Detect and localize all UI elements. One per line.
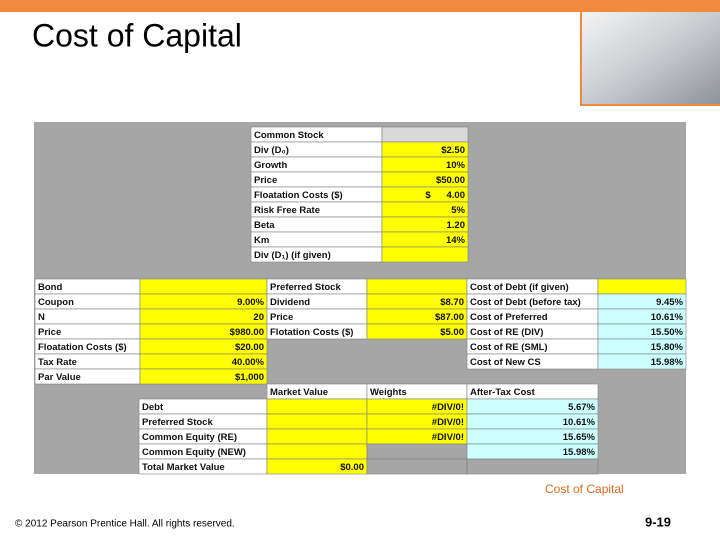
cell-text: Cost of New CS [470, 357, 541, 368]
cell-text: Common Equity (NEW) [142, 447, 246, 458]
cell-text: Risk Free Rate [254, 205, 320, 216]
cell-text: $5.00 [440, 327, 464, 338]
cell-text: Price [254, 175, 277, 186]
cell-text: Cost of RE (DIV) [470, 327, 543, 338]
cell-text: 9.00% [237, 297, 264, 308]
cell-text: Growth [254, 160, 287, 171]
cell-box [366, 278, 468, 295]
cell-text: #DIV/0! [432, 402, 464, 413]
cell-text: Total Market Value [142, 462, 225, 473]
cell-text: #DIV/0! [432, 417, 464, 428]
cell-text: $87.00 [435, 312, 464, 323]
cell-text: 1.20 [447, 220, 466, 231]
cell-box [381, 126, 469, 143]
cell-text: Par Value [38, 372, 81, 383]
cell-box [266, 428, 368, 445]
cell-text: $50.00 [436, 175, 465, 186]
cell-text: Km [254, 235, 269, 246]
cell-text: 15.65% [563, 432, 596, 443]
cell-text: Div (D₀) [254, 145, 289, 156]
cell-box [139, 278, 268, 295]
cell-text: 40.00% [232, 357, 265, 368]
cell-text: Tax Rate [38, 357, 77, 368]
cell-box [139, 368, 268, 385]
cell-box [266, 443, 368, 460]
cell-box [366, 458, 468, 475]
cell-text: $20.00 [235, 342, 264, 353]
cell-text: $0.00 [340, 462, 364, 473]
caption: Cost of Capital [545, 482, 624, 496]
cell-box [366, 443, 468, 460]
cell-text: 15.98% [563, 447, 596, 458]
header-text: Weights [370, 387, 407, 398]
cell-text: 9.45% [656, 297, 683, 308]
cell-text: 10% [446, 160, 466, 171]
cell-text: Cost of RE (SML) [470, 342, 548, 353]
cell-text: Debt [142, 402, 164, 413]
cell-text: $1,000 [235, 372, 264, 383]
cell-text: Cost of Preferred [470, 312, 548, 323]
cell-text: 15.98% [651, 357, 684, 368]
cell-text: $2.50 [441, 145, 465, 156]
cell-text: Flotation Costs ($) [270, 327, 353, 338]
cell-box [266, 398, 368, 415]
spreadsheet: Common Stock Div (D₀) $2.50 Growth 10% Price $… [34, 126, 687, 475]
cell-text: Dividend [270, 297, 310, 308]
header-text: Market Value [270, 387, 328, 398]
cell-box [250, 231, 383, 248]
cell-text: 10.61% [563, 417, 596, 428]
cell-text: 14% [446, 235, 466, 246]
cell-text: #DIV/0! [432, 432, 464, 443]
page-number: 9-19 [645, 514, 671, 529]
cell-box [466, 458, 599, 475]
cell-text: 15.50% [651, 327, 684, 338]
cell-text: Floatation Costs ($) [254, 190, 343, 201]
cell-text: $980.00 [230, 327, 264, 338]
cell-box [139, 308, 268, 325]
cell-text: 10.61% [651, 312, 684, 323]
cell-text: $8.70 [440, 297, 464, 308]
cell-text: Coupon [38, 297, 74, 308]
cell-box [266, 413, 368, 430]
cell-text: 5% [451, 205, 465, 216]
header-text: After-Tax Cost [470, 387, 536, 398]
cell-text: Preferred Stock [270, 282, 341, 293]
slide-title: Cost of Capital [32, 17, 242, 53]
cell-box [34, 308, 141, 325]
cell-text: Bond [38, 282, 62, 293]
cell-text: N [38, 312, 45, 323]
cell-text: $ 4.00 [425, 190, 465, 201]
cell-text: Price [270, 312, 293, 323]
cell-box [597, 353, 687, 370]
cell-text: 15.80% [651, 342, 684, 353]
cell-text: 20 [253, 312, 264, 323]
photo [582, 12, 720, 104]
cell-text: Common Stock [254, 130, 324, 141]
cell-text: 5.67% [568, 402, 595, 413]
cell-text: Floatation Costs ($) [38, 342, 127, 353]
top-bar [0, 0, 720, 12]
cell-text: Div (D₁) (if given) [254, 250, 331, 261]
cell-text: Cost of Debt (before tax) [470, 297, 581, 308]
cell-text: Preferred Stock [142, 417, 213, 428]
cell-box [381, 246, 469, 263]
cell-box [597, 278, 687, 295]
cell-text: Price [38, 327, 61, 338]
copyright: © 2012 Pearson Prentice Hall. All rights… [15, 519, 235, 530]
cell-text: Beta [254, 220, 275, 231]
cell-text: Cost of Debt (if given) [470, 282, 569, 293]
cell-text: Common Equity (RE) [142, 432, 237, 443]
